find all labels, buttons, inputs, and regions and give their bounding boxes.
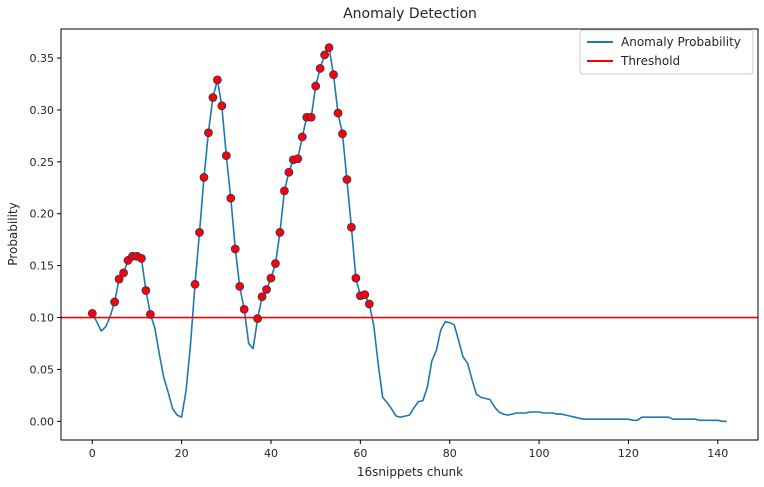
- anomaly-point: [338, 129, 347, 139]
- x-tick-label: 0: [89, 447, 96, 460]
- anomaly-point: [226, 193, 236, 203]
- anomaly-point: [230, 244, 240, 254]
- anomaly-point: [253, 314, 262, 323]
- anomaly-point: [293, 154, 303, 164]
- anomaly-point: [137, 253, 146, 263]
- anomaly-point: [221, 151, 231, 161]
- anomaly-point: [279, 186, 289, 196]
- anomaly-point: [190, 279, 200, 289]
- anomaly-point: [275, 228, 285, 237]
- x-tick-label: 20: [175, 447, 189, 460]
- anomaly-point: [119, 268, 128, 278]
- anomaly-point: [204, 128, 213, 138]
- anomaly-point: [110, 297, 120, 307]
- y-axis: 0.00 0.05 0.10 0.15 0.20 0.25 0.30 0.35: [30, 52, 61, 428]
- y-tick-label: 0.05: [30, 363, 55, 376]
- y-tick-label: 0.30: [30, 104, 55, 117]
- anomaly-point: [271, 259, 280, 268]
- anomaly-point: [239, 304, 249, 314]
- anomaly-point: [311, 81, 321, 91]
- series-layer: [61, 43, 758, 423]
- y-tick-label: 0.00: [30, 415, 55, 428]
- anomaly-point: [208, 93, 218, 102]
- anomaly-point: [114, 274, 124, 284]
- y-tick-label: 0.20: [30, 208, 55, 221]
- anomaly-point: [320, 50, 330, 60]
- legend: Anomaly Probability Threshold: [579, 29, 754, 75]
- anomaly-point: [315, 64, 325, 73]
- x-tick-label: 140: [707, 447, 728, 460]
- anomaly-point: [364, 299, 374, 309]
- legend-box: [579, 29, 754, 75]
- anomaly-point: [306, 112, 316, 122]
- x-tick-label: 120: [618, 447, 639, 460]
- anomaly-point: [284, 167, 294, 177]
- anomaly-point: [199, 173, 209, 182]
- anomaly-point: [212, 75, 222, 85]
- anomaly-point: [351, 273, 361, 283]
- y-tick-label: 0.15: [30, 260, 55, 273]
- anomaly-point: [360, 290, 370, 300]
- legend-label-threshold: Threshold: [620, 54, 680, 68]
- x-tick-label: 80: [443, 447, 457, 460]
- anomaly-point: [257, 292, 267, 302]
- plot-area: [60, 28, 759, 441]
- chart-title: Anomaly Detection: [343, 6, 477, 22]
- x-axis-label: 16snippets chunk: [357, 465, 463, 479]
- y-axis-label: Probability: [6, 202, 20, 265]
- anomaly-point: [141, 286, 151, 295]
- x-tick-label: 60: [353, 447, 367, 460]
- anomaly-point: [235, 281, 245, 291]
- y-tick-label: 0.35: [30, 52, 55, 65]
- y-tick-label: 0.25: [30, 156, 55, 169]
- anomaly-point: [195, 228, 204, 237]
- x-tick-label: 100: [529, 447, 550, 460]
- anomaly-point: [87, 308, 97, 318]
- anomaly-point: [347, 222, 356, 232]
- anomaly-probability-line: [91, 46, 727, 423]
- plot-frame: [60, 28, 759, 441]
- anomaly-point: [333, 108, 343, 118]
- anomaly-point: [266, 273, 276, 283]
- anomaly-point: [342, 175, 352, 184]
- legend-label-anomaly-probability: Anomaly Probability: [621, 35, 741, 49]
- anomaly-point: [324, 43, 334, 53]
- anomaly-point: [145, 310, 155, 319]
- x-axis: 0 20 40 60 80 100 120 140: [89, 440, 728, 460]
- anomaly-point: [329, 70, 338, 80]
- anomaly-point: [262, 285, 271, 294]
- x-tick-label: 40: [264, 447, 278, 460]
- anomaly-point: [297, 132, 307, 142]
- anomaly-point: [217, 101, 227, 111]
- y-tick-label: 0.10: [30, 312, 55, 325]
